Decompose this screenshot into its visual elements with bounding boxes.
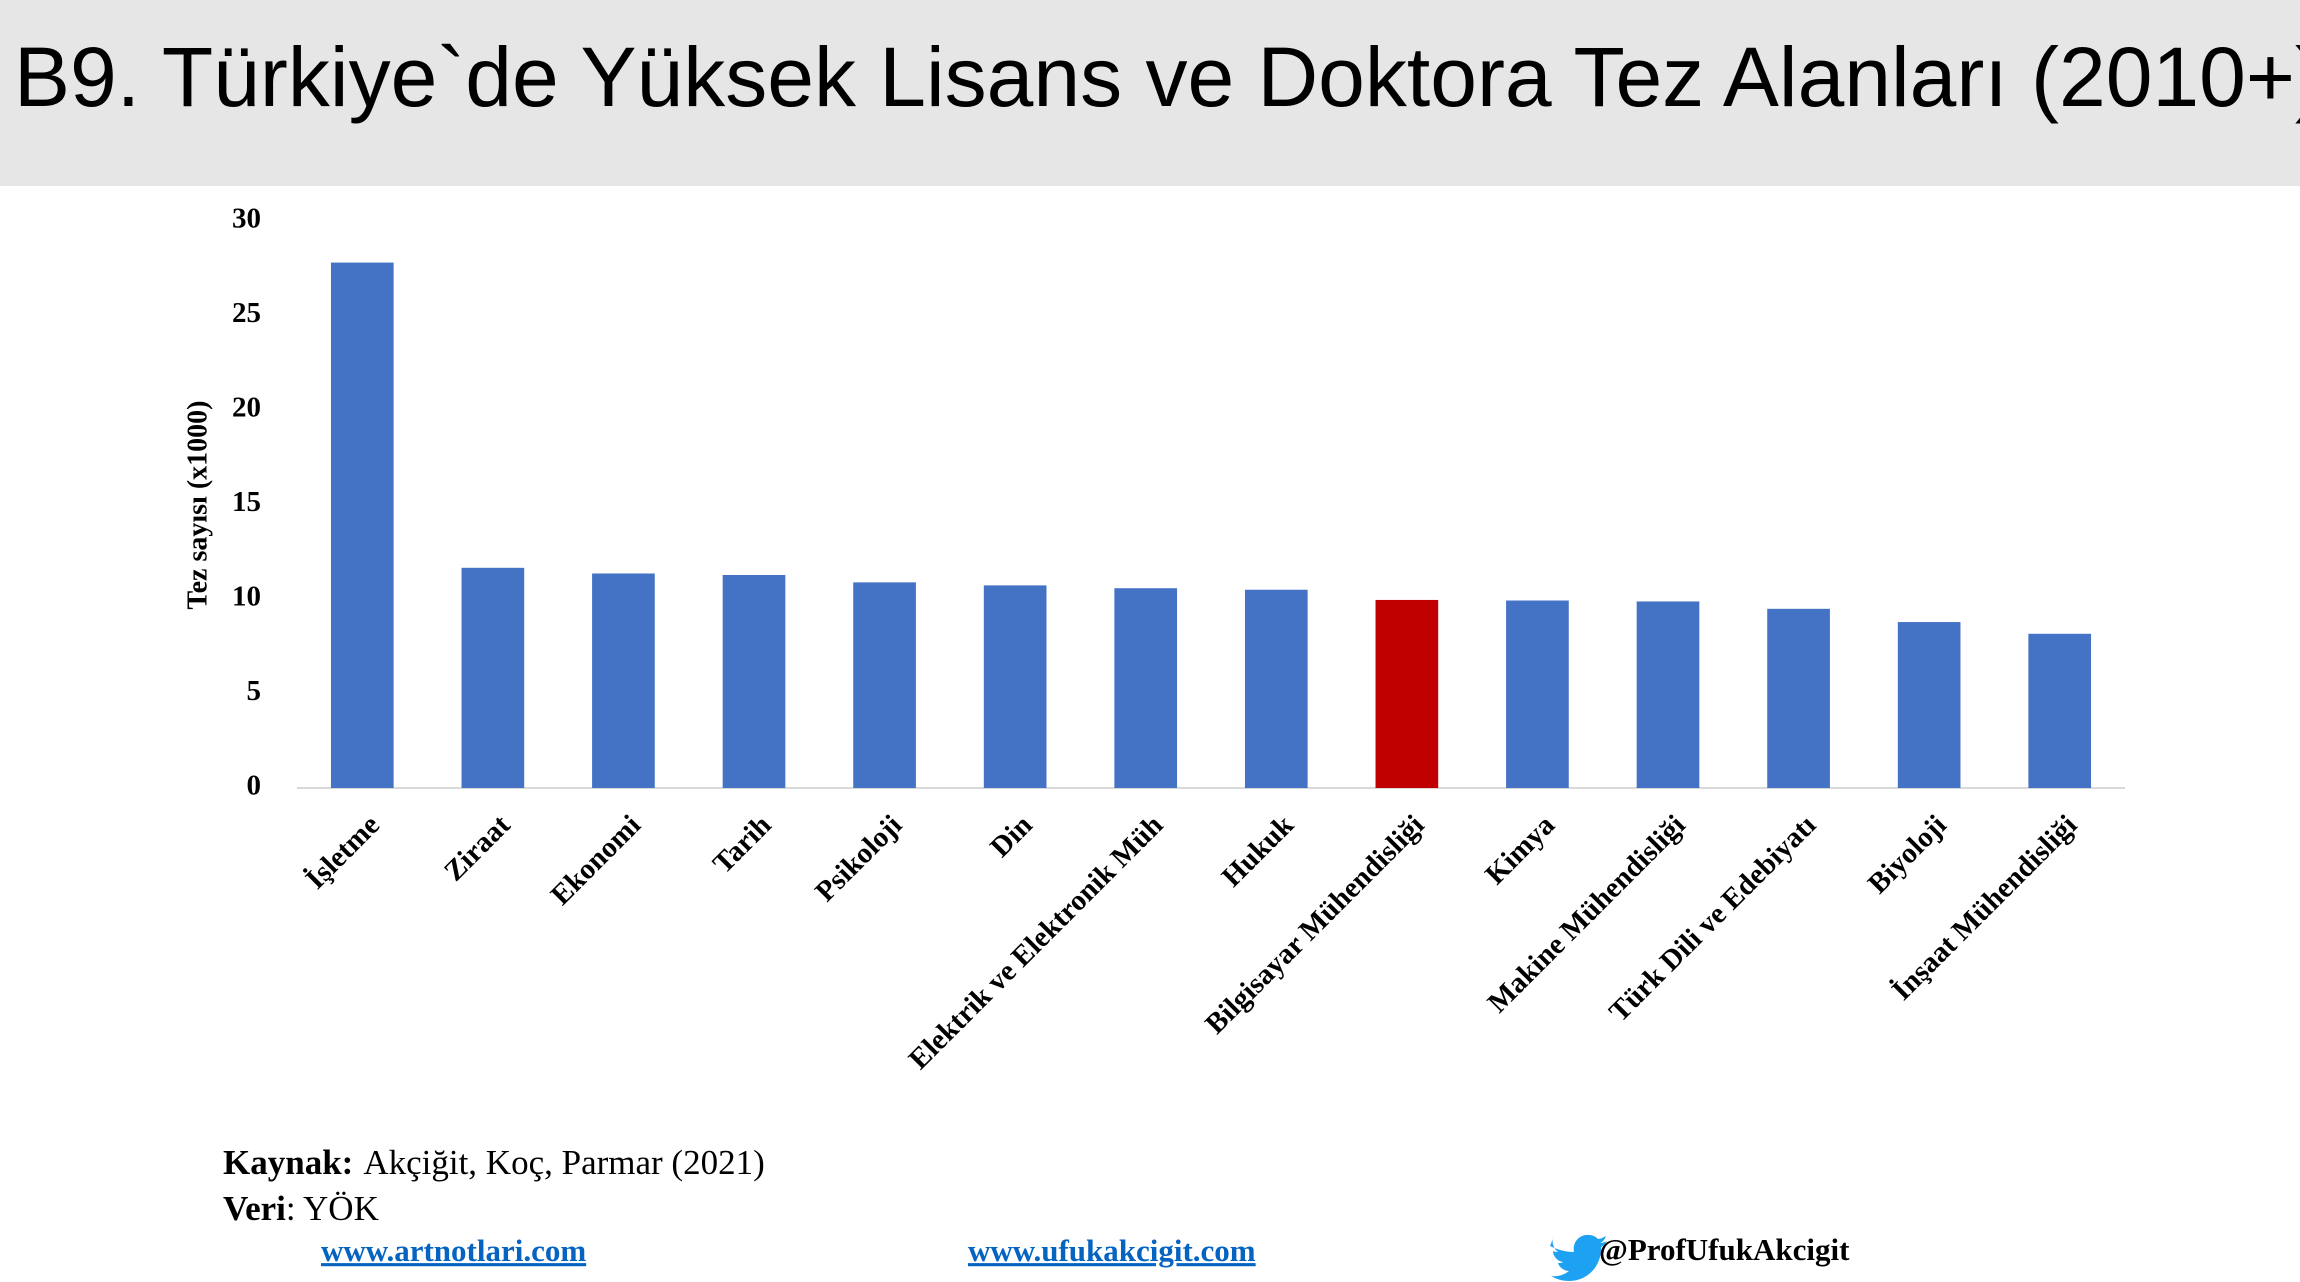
x-tick-label: Hukuk — [1216, 808, 1301, 893]
data-label: Veri — [223, 1189, 286, 1228]
bar — [1636, 601, 1700, 788]
bar — [1375, 599, 1439, 788]
bar — [461, 567, 525, 788]
twitter-handle[interactable]: @ProfUfukAkcigit — [1599, 1232, 1850, 1267]
y-tick-label: 15 — [232, 486, 261, 518]
source: Kaynak: Akçiğit, Koç, Parmar (2021) — [223, 1143, 765, 1182]
bar — [853, 582, 916, 788]
x-tick-label: Tarih — [707, 809, 778, 880]
y-tick-label: 25 — [232, 297, 261, 329]
x-tick-label: Din — [984, 809, 1039, 864]
source-label: Kaynak: — [223, 1143, 353, 1182]
chart-title: B9. Türkiye`de Yüksek Lisans ve Doktora … — [14, 30, 2300, 124]
bar — [1506, 600, 1569, 788]
x-tick-label: Ekonomi — [545, 809, 647, 911]
x-tick-label: Kimya — [1479, 809, 1561, 891]
bar — [983, 585, 1047, 788]
x-tick-label: Psikoloji — [809, 809, 908, 908]
bar — [1897, 622, 1961, 788]
x-tick-label: Biyoloji — [1862, 809, 1953, 900]
title-band — [0, 0, 2300, 186]
x-tick-label: Ziraat — [438, 809, 517, 888]
data-source: Veri: YÖK — [223, 1189, 379, 1228]
link[interactable]: www.ufukakcigit.com — [968, 1233, 1256, 1268]
y-tick-label: 5 — [247, 675, 262, 707]
bar — [1114, 588, 1178, 788]
y-tick-label: 20 — [232, 392, 261, 424]
bar — [1244, 589, 1308, 788]
bar — [330, 262, 394, 789]
y-tick-label: 10 — [232, 581, 261, 613]
bar — [1767, 608, 1830, 788]
bar — [592, 573, 655, 788]
y-tick-label: 30 — [232, 203, 261, 235]
y-axis-label: Tez sayısı (x1000) — [182, 401, 213, 610]
x-tick-label: Elektrik ve Elektronik Müh — [903, 809, 1170, 1076]
bar — [722, 574, 786, 788]
x-tick-label: İşletme — [299, 808, 386, 895]
x-tick-label: Bilgisayar Mühendisliği — [1199, 809, 1430, 1040]
data-text: : YÖK — [286, 1189, 379, 1228]
plot: 0 5 10 15 20 25 30 İşletme Ziraat Ekonomi Tarih Psi… — [232, 203, 2125, 1076]
y-tick-label: 0 — [247, 770, 262, 802]
bar — [2028, 633, 2092, 788]
twitter-icon — [1550, 1234, 1607, 1281]
link[interactable]: www.artnotlari.com — [321, 1233, 586, 1268]
source-text: Akçiğit, Koç, Parmar (2021) — [363, 1143, 764, 1182]
